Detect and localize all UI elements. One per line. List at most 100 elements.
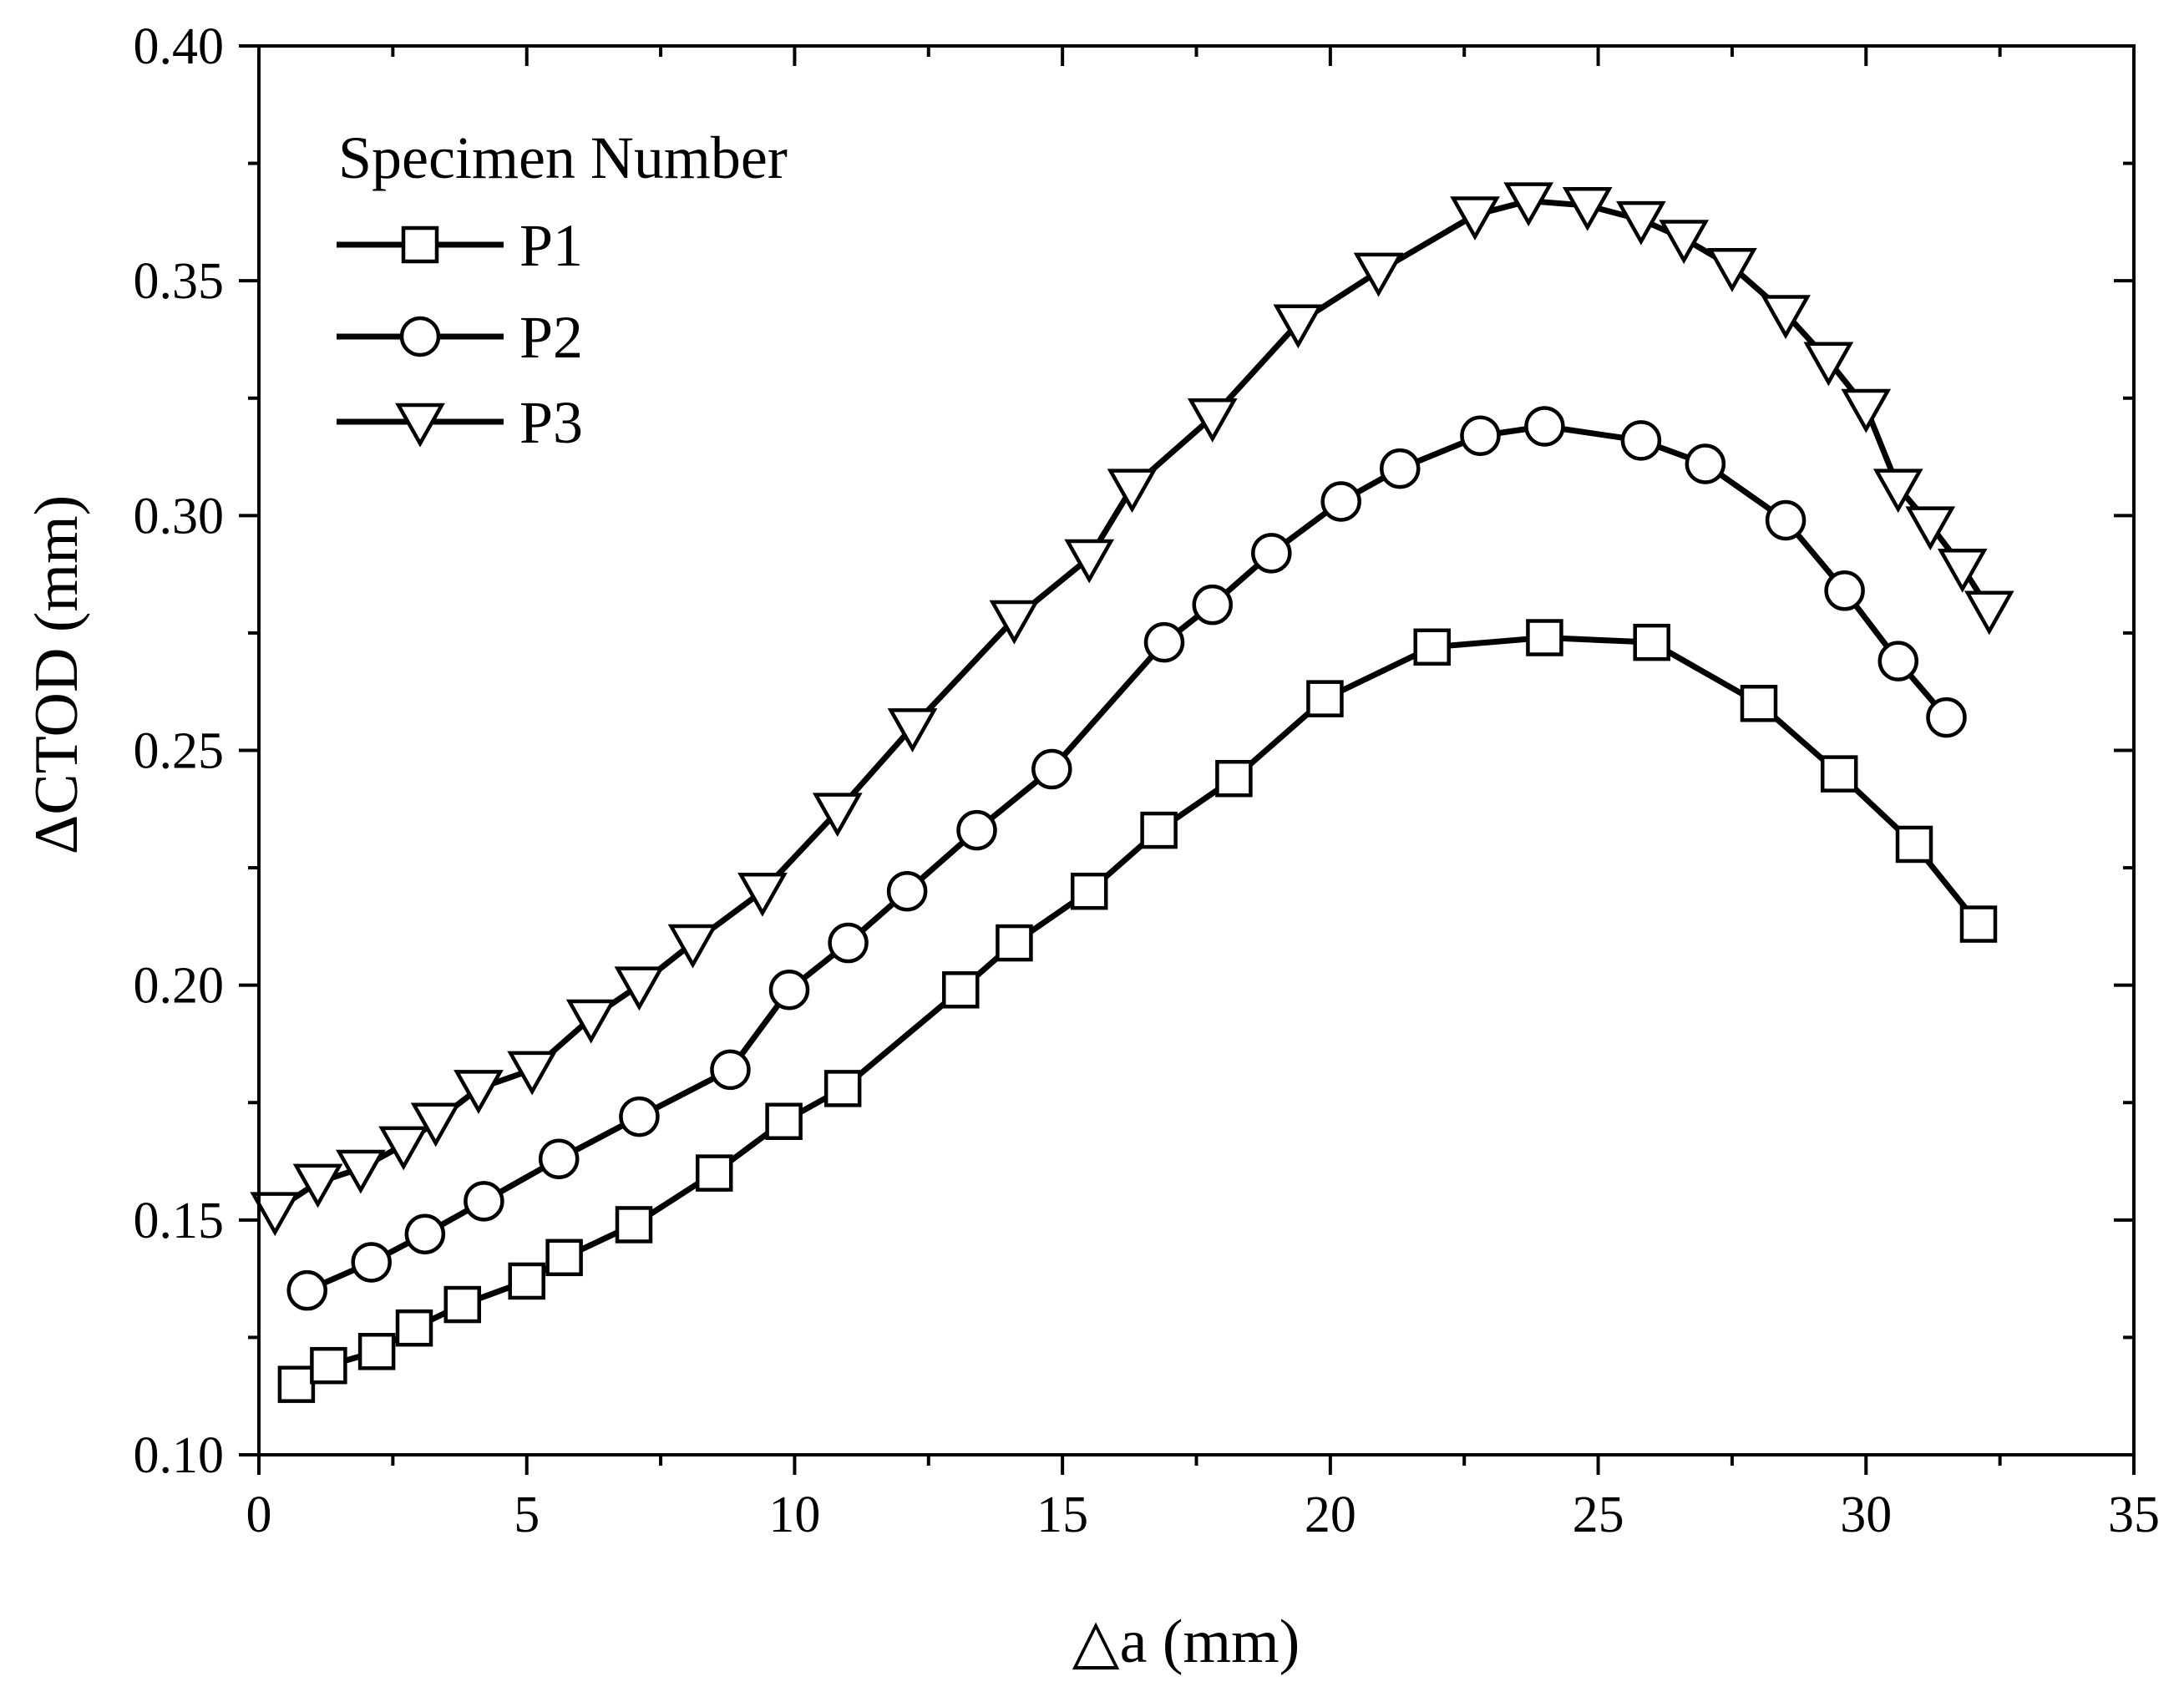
data-point-p3 [1107,469,1158,514]
data-point-p1 [1633,623,1670,661]
data-point-p1 [443,1285,481,1324]
data-point-p3 [1353,252,1404,297]
x-tick-label: 35 [2108,1487,2160,1543]
x-axis-title: △a (mm) [1072,1608,1300,1676]
data-point-p2 [619,1096,660,1137]
data-point-p3 [1841,388,1892,433]
data-point-p1 [615,1206,653,1244]
data-point-p2 [710,1049,751,1091]
data-point-p3 [292,1163,343,1208]
data-point-p1 [357,1333,396,1370]
y-tick-label: 0.40 [134,18,225,75]
data-point-p1 [277,1365,316,1403]
x-tick-label: 5 [514,1487,540,1543]
data-point-p3 [1562,186,1613,231]
x-tick-label: 10 [768,1487,820,1543]
plot-frame [257,44,2136,1456]
data-point-p2 [404,1213,446,1254]
y-tick-label: 0.15 [134,1193,225,1249]
data-point-p1 [1740,685,1778,722]
data-point-p2 [1765,499,1806,541]
legend-item-p3: P3 [337,389,583,456]
data-point-p3 [1187,398,1238,443]
data-point-p3 [410,1102,461,1147]
series-p1 [277,619,1998,1403]
data-point-p1 [395,1309,433,1347]
data-point-p3 [378,1126,429,1171]
data-point-p1 [1895,825,1933,864]
legend-label: P2 [519,304,583,371]
data-point-p1 [508,1262,545,1300]
data-point-p3 [1450,196,1500,241]
data-point-p3 [1937,548,1988,593]
series-layer [250,182,2014,1403]
data-point-p2 [1143,621,1185,663]
series-p2 [286,406,1967,1311]
legend-title: Specimen Number [338,124,788,191]
axis-ticks [239,44,2136,1475]
data-point-p2 [1620,420,1662,461]
data-point-p3 [250,1192,301,1237]
data-point-p1 [1070,872,1108,910]
data-point-p2 [351,1242,392,1283]
data-point-p2 [1926,697,1967,738]
data-point-p2 [1031,748,1072,790]
data-point-p2 [1320,481,1361,522]
data-point-p3 [1803,342,1854,387]
data-point-p1 [1215,759,1253,798]
data-point-p3 [1659,220,1710,265]
data-point-p3 [1905,506,1956,551]
data-point-p3 [1064,539,1115,584]
y-tick-label: 0.30 [134,488,225,545]
data-point-p1 [1306,680,1344,717]
data-point-p1 [1140,811,1178,849]
legend-marker-triangle-down [395,403,445,448]
data-point-p1 [695,1154,733,1192]
data-point-p1 [1959,905,1998,943]
data-point-p2 [538,1138,580,1179]
data-point-p1 [1820,755,1858,793]
legend-label: P1 [519,212,583,279]
y-tick-label: 0.10 [134,1427,225,1484]
x-tick-label: 15 [1036,1487,1088,1543]
data-point-p3 [887,708,938,752]
data-point-p2 [1824,570,1865,611]
data-point-p3 [614,966,665,1011]
data-point-p2 [1251,533,1292,574]
y-tick-label: 0.25 [134,723,225,780]
data-point-p1 [310,1346,347,1385]
data-point-p2 [886,870,928,912]
legend-marker-circle [399,316,441,357]
y-axis-title: ΔCTOD (mm) [23,495,91,855]
legend-item-p2: P2 [337,304,583,371]
x-tick-label: 30 [1840,1487,1892,1543]
x-tick-labels: 0 5 10 15 20 25 30 35 [246,1487,2161,1543]
data-point-p3 [667,924,718,969]
data-point-p2 [1685,443,1726,484]
data-point-p1 [765,1102,803,1140]
data-point-p1 [1413,628,1451,666]
data-point-p1 [942,971,980,1009]
data-point-p2 [1877,641,1919,681]
data-point-p3 [1707,248,1757,292]
data-point-p3 [565,999,616,1044]
data-point-p3 [336,1149,386,1194]
data-point-p2 [286,1269,327,1311]
data-point-p3 [989,600,1040,645]
y-tick-labels: 0.10 0.15 0.20 0.25 0.30 0.35 0.40 [134,18,225,1484]
data-point-p1 [545,1239,583,1277]
data-point-p2 [956,809,997,851]
data-point-p3 [1761,295,1811,340]
data-point-p2 [828,922,869,964]
data-point-p3 [1872,469,1923,514]
data-point-p1 [1526,619,1563,656]
data-point-p1 [996,924,1033,962]
x-tick-label: 0 [246,1487,272,1543]
legend: Specimen Number P1 P2 P3 [337,124,788,456]
data-point-p3 [1616,200,1666,246]
data-point-p2 [1524,406,1565,447]
data-point-p3 [1273,304,1324,349]
data-point-p2 [1379,448,1421,489]
legend-item-p1: P1 [337,212,583,279]
